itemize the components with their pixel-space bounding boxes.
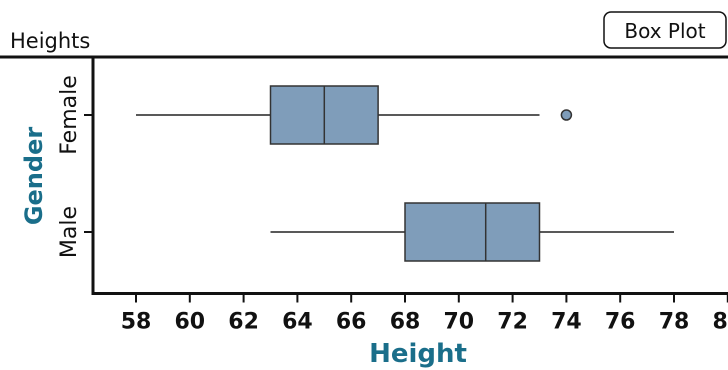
x-tick-label: 64 (282, 310, 313, 335)
chart-type-badge[interactable] (603, 11, 727, 49)
x-tick-label: 68 (390, 310, 421, 335)
x-tick-label: 58 (121, 310, 152, 335)
y-axis-title: Gender (20, 127, 48, 226)
y-category-label-male: Male (57, 206, 82, 258)
dataset-label: Heights (10, 29, 90, 53)
x-tick-label: 60 (174, 310, 205, 335)
y-axis-categories: Female Male (57, 75, 93, 258)
outlier-point-female (560, 109, 573, 121)
x-axis-title: Height (369, 339, 467, 369)
x-tick-label: 70 (443, 310, 474, 335)
x-tick-label: 72 (497, 310, 528, 335)
x-axis-ticks: 58 60 62 64 66 68 70 72 74 76 78 80 (121, 293, 728, 335)
iqr-box-male (404, 202, 541, 262)
box-female (136, 85, 573, 145)
y-category-label-female: Female (57, 75, 82, 155)
x-tick-label: 74 (551, 310, 582, 335)
x-tick-label: 66 (336, 310, 367, 335)
boxes-layer (136, 85, 674, 262)
x-tick-label: 80 (712, 310, 728, 335)
chart-type-badge-label: Box Plot (624, 19, 705, 43)
x-tick-label: 76 (605, 310, 636, 335)
x-tick-label: 62 (228, 310, 259, 335)
x-tick-label: 78 (659, 310, 690, 335)
box-male (270, 202, 674, 262)
